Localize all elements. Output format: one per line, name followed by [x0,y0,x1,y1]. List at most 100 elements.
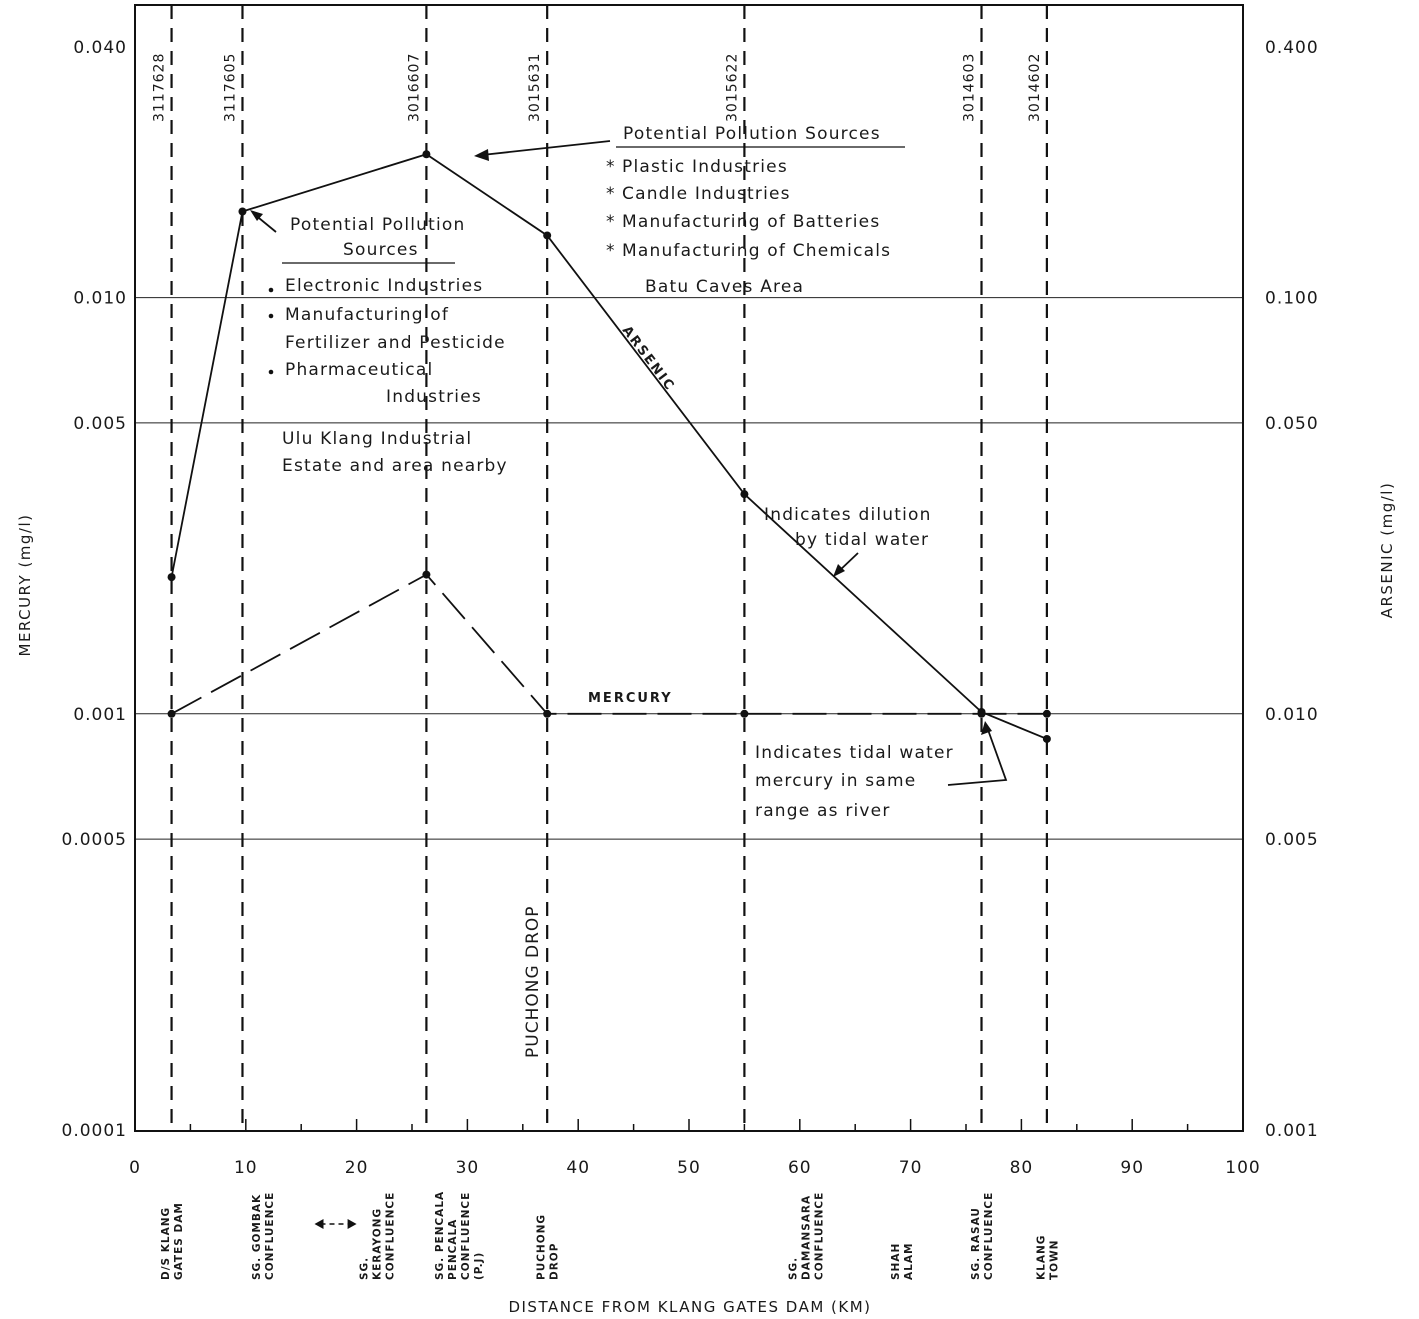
y-axis-left-title: MERCURY (mg/l) [16,514,34,657]
arrowhead-icon [347,1219,357,1229]
station-id-label: 3014603 [962,53,978,122]
mercury-point [422,570,431,579]
asterisk-icon: * [606,241,616,261]
location-label: SG. [787,1257,799,1280]
y-left-tick-label: 0.0005 [62,830,127,850]
sources1-item-2: Manufacturing of [285,305,449,325]
location-label: CONFLUENCE [813,1192,825,1280]
bullet-icon [268,287,274,293]
location-label: SG. PENCALA [434,1191,446,1280]
arsenic-point [238,207,247,216]
location-label: SHAH [890,1243,902,1280]
dilution-line1: Indicates dilution [764,505,932,525]
annotation-dilution: Indicates dilution by tidal water [764,505,932,550]
sources1-item-1: Electronic Industries [285,276,483,296]
station-id-label: 3014602 [1027,53,1043,122]
location-label: D/S KLANG [160,1207,172,1280]
bullet-icon [268,313,274,319]
y-right-tick-label: 0.100 [1265,289,1319,309]
arrow-tidal [947,726,1008,786]
y-left-tick-label: 0.040 [73,38,127,58]
y-left-tick-label: 0.001 [73,705,127,725]
sources2-title: Potential Pollution Sources [623,124,881,144]
x-tick-label: 20 [345,1158,369,1178]
mercury-point [977,709,986,718]
arrowhead-icon [474,149,489,161]
arrowhead-icon [250,210,263,221]
y-right-tick-label: 0.010 [1265,705,1319,725]
location-labels: D/S KLANG GATES DAM SG. GOMBAK CONFLUENCE SG… [160,1191,1060,1280]
station-id-label: 3117605 [222,53,238,122]
location-label: ALAM [903,1243,915,1280]
y-axis-ticks: 0.040 0.010 0.005 0.001 0.0005 0.0001 0.400 0.1… [62,38,1319,1141]
location-label: TOWN [1048,1240,1060,1280]
sources1-item-5: Industries [386,387,482,407]
x-tick-label: 60 [788,1158,812,1178]
series [167,150,1051,743]
location-label: CONFLUENCE [385,1192,397,1280]
location-label: SG. [359,1257,371,1280]
sources1-area-line1: Ulu Klang Industrial [282,429,472,449]
location-label: DAMANSARA [800,1195,812,1280]
annotation-sources-ulu-klang: Potential Pollution Sources Electronic I… [268,215,508,476]
y-left-tick-label: 0.0001 [62,1121,127,1141]
y-left-tick-label: 0.010 [73,289,127,309]
arsenic-series-label: ARSENIC [619,323,678,394]
sources2-item-1: Plastic Industries [622,157,788,177]
location-label: CONFLUENCE [983,1192,995,1280]
arsenic-point [740,490,749,499]
x-tick-label: 80 [1010,1158,1034,1178]
location-label: GATES DAM [173,1202,185,1280]
y-left-tick-label: 0.005 [73,414,127,434]
sources2-item-2: Candle Industries [622,184,791,204]
sources2-item-3: Manufacturing of Batteries [622,212,880,232]
mercury-point [543,709,552,718]
sources2-item-4: Manufacturing of Chemicals [622,241,891,261]
dilution-line2: by tidal water [795,530,929,550]
y-right-tick-label: 0.005 [1265,830,1319,850]
sources1-area-line2: Estate and area nearby [282,456,508,476]
x-tick-label: 0 [129,1158,141,1178]
station-id-label: 3015622 [724,53,740,122]
tidal-line3: range as river [755,801,891,821]
mercury-line [171,573,1047,715]
sources2-area: Batu Caves Area [645,277,804,297]
y-axis-right-title: ARSENIC (mg/l) [1378,482,1396,619]
annotation-tidal: Indicates tidal water mercury in same ra… [755,743,954,821]
x-tick-label: 40 [566,1158,590,1178]
x-tick-label: 30 [456,1158,480,1178]
sources1-title-line1: Potential Pollution [290,215,466,235]
asterisk-icon: * [606,184,616,204]
station-id-label: 3016607 [406,53,422,122]
sources1-item-4: Pharmaceutical [285,360,433,380]
x-axis-title: DISTANCE FROM KLANG GATES DAM (KM) [508,1298,871,1316]
location-label: KLANG [1035,1235,1047,1280]
mercury-point [1042,709,1051,718]
location-label: PENCALA [447,1219,459,1280]
y-right-tick-label: 0.400 [1265,38,1319,58]
tidal-line1: Indicates tidal water [755,743,954,763]
x-axis-ticks: 0 10 20 30 40 50 60 70 80 90 100 [129,1119,1260,1178]
asterisk-icon: * [606,157,616,177]
location-label: CONFLUENCE [460,1192,472,1280]
y-right-tick-label: 0.050 [1265,414,1319,434]
arsenic-point [167,573,176,582]
station-ids: 3117628 3117605 3016607 3015631 3015622 30146… [152,53,1043,122]
location-label: PUCHONG [536,1214,548,1280]
x-tick-label: 10 [234,1158,258,1178]
x-tick-label: 50 [677,1158,701,1178]
y-right-tick-label: 0.001 [1265,1121,1319,1141]
location-label: DROP [549,1243,561,1280]
station-lines [170,5,1048,1131]
x-tick-label: 90 [1120,1158,1144,1178]
tidal-line2: mercury in same [755,771,916,791]
location-label: CONFLUENCE [264,1192,276,1280]
arsenic-point [1042,734,1051,743]
mercury-point [167,709,176,718]
arsenic-point [543,231,552,240]
arrowhead-icon [833,564,845,577]
x-tick-label: 70 [899,1158,923,1178]
annotation-arrows [250,140,1008,786]
location-label: KERAYONG [372,1208,384,1280]
arrowhead-icon [981,721,992,735]
